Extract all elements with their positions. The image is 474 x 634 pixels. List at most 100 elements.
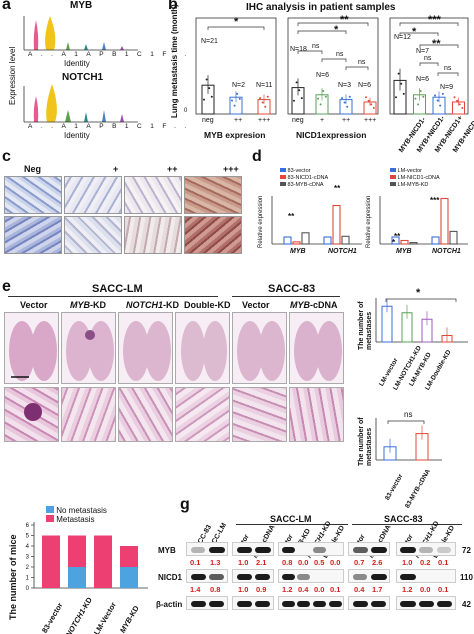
- f-bar-no-metastasis: [68, 567, 86, 588]
- blot-actin-a: [186, 596, 228, 610]
- blot-myb-c: [278, 542, 344, 556]
- histo-vector-83: [232, 387, 287, 442]
- panel-d-bar: [283, 236, 292, 245]
- ihc-neg-top: [4, 176, 62, 214]
- g-group-lm: SACC-LM: [270, 514, 312, 524]
- ratio-nicd-d-1: 1.7: [372, 585, 383, 594]
- e-col-2: NOTCH1-KD: [126, 300, 180, 310]
- panel-a-ticks-bottom: A..A1APB1C1F..: [28, 123, 195, 130]
- b3-n-1: N=7: [416, 48, 430, 55]
- panel-b-point: [456, 99, 459, 102]
- panel-b-point: [417, 103, 420, 106]
- lung-myb-kd: [61, 312, 116, 384]
- histo-double-kd: [175, 387, 230, 442]
- b1-cat-1: ++: [234, 117, 243, 124]
- ratio-myb-c-0: 0.8: [282, 558, 293, 567]
- panel-b-point: [397, 72, 400, 75]
- ratio-myb-e-1: 0.2: [420, 558, 431, 567]
- d-right-sig-1: *: [392, 238, 396, 247]
- panel-d-bar: [449, 230, 458, 245]
- d-left-sig-1: **: [334, 184, 341, 193]
- e-bottom-bars: [383, 425, 429, 461]
- gene-myb-title: MYB: [70, 0, 93, 11]
- e-bottom-sig: ns: [404, 410, 413, 419]
- ratio-myb-e-2: 0.1: [438, 558, 449, 567]
- violin-myb-f: [120, 46, 124, 50]
- ratio-nicd-a-0: 1.4: [190, 585, 201, 594]
- c-col-1: +: [113, 164, 119, 174]
- b2-frame: [287, 17, 379, 115]
- f-legend: No metastasis Metastasis: [46, 506, 107, 524]
- d-right-sig-2: ***: [430, 196, 440, 205]
- panel-d-bar: [301, 232, 310, 245]
- b2-n-1: N=6: [316, 72, 330, 79]
- panel-b-point: [422, 95, 425, 98]
- ihc-plusplusplus-bottom: [184, 216, 242, 254]
- ratio-nicd-c-3: 0.1: [330, 585, 341, 594]
- blot-myb-e: [396, 542, 456, 556]
- violin-notch-f: [120, 114, 124, 122]
- violin-notch-a1: [46, 84, 57, 122]
- ihc-plus-top: [64, 176, 122, 214]
- panel-b-point: [395, 96, 397, 99]
- ratio-nicd-e-0: 1.2: [402, 585, 413, 594]
- f-bar-no-metastasis: [120, 567, 138, 588]
- blot-nicd-b: [232, 569, 274, 583]
- b1-sig: *: [234, 16, 239, 28]
- b3-n-2: N=6: [416, 76, 430, 83]
- panel-b-point: [370, 103, 373, 106]
- blot-myb-a: [186, 542, 228, 556]
- panel-b-point: [436, 99, 439, 102]
- ratio-myb-c-3: 0.0: [330, 558, 341, 567]
- ratio-nicd-c-2: 0.0: [314, 585, 325, 594]
- e-col-4: Vector: [242, 300, 270, 310]
- f-bars: [42, 535, 138, 588]
- panel-a-ticks-top: A..A1APB1C1F..: [28, 51, 195, 58]
- panel-b-point: [231, 99, 233, 102]
- panel-a-yaxis-label: Expression level: [8, 46, 17, 105]
- blot-nicd-a: [186, 569, 228, 583]
- panel-b-point: [298, 89, 301, 92]
- violin-plots: [23, 16, 138, 123]
- blot-myb-d: [348, 542, 390, 556]
- gene-notch1-title: NOTCH1: [62, 72, 104, 83]
- blot-nicd-e: [396, 569, 456, 583]
- e-top-sig: *: [416, 287, 421, 299]
- e-bottom-cat-0: 83-vector: [384, 472, 405, 502]
- b2-cat-3: +++: [364, 117, 377, 124]
- panel-b-point: [295, 81, 298, 84]
- panel-b-point: [343, 101, 346, 104]
- b1-cat-0: neg: [202, 117, 214, 124]
- d-left-sig-0: **: [288, 212, 295, 221]
- panel-b-ylabel: Lung metastasis time (month): [170, 4, 179, 118]
- violin-notch-b1: [84, 112, 88, 122]
- b2-cat-1: +: [320, 117, 325, 124]
- panel-d-bar: [292, 241, 301, 245]
- b3-sig-3: ns: [424, 55, 432, 62]
- ratio-myb-c-2: 0.5: [314, 558, 325, 567]
- panel-b-point: [317, 97, 319, 100]
- ihc-plusplusplus-top: [184, 176, 242, 214]
- b1-n-1: N=2: [232, 82, 246, 89]
- panel-b-point: [419, 89, 422, 92]
- f-ytick-label: 4: [26, 544, 30, 550]
- e-top-chart: [375, 298, 468, 343]
- panel-d-bar: [332, 204, 341, 245]
- panel-e-label: e: [2, 278, 11, 295]
- panel-b-point: [238, 97, 241, 100]
- ihc-plusplus-top: [124, 176, 182, 214]
- lung-double-kd: [175, 312, 230, 384]
- panel-b-point: [293, 99, 295, 102]
- b2-xlabel: NICD1expression: [296, 130, 367, 140]
- e-group-lm: SACC-LM: [92, 283, 143, 295]
- e-col-3: Double-KD: [184, 300, 231, 310]
- histo-myb-cdna: [289, 387, 344, 442]
- g-mw-110: 110: [460, 573, 473, 582]
- ratio-nicd-c-0: 1.2: [282, 585, 293, 594]
- d-left-cat-1: NOTCH1: [328, 248, 357, 255]
- panel-b-point: [322, 89, 325, 92]
- panel-b-point: [372, 107, 375, 109]
- panel-b-point: [453, 96, 456, 99]
- panel-b-point: [365, 96, 367, 99]
- panel-b-plots: [195, 17, 469, 115]
